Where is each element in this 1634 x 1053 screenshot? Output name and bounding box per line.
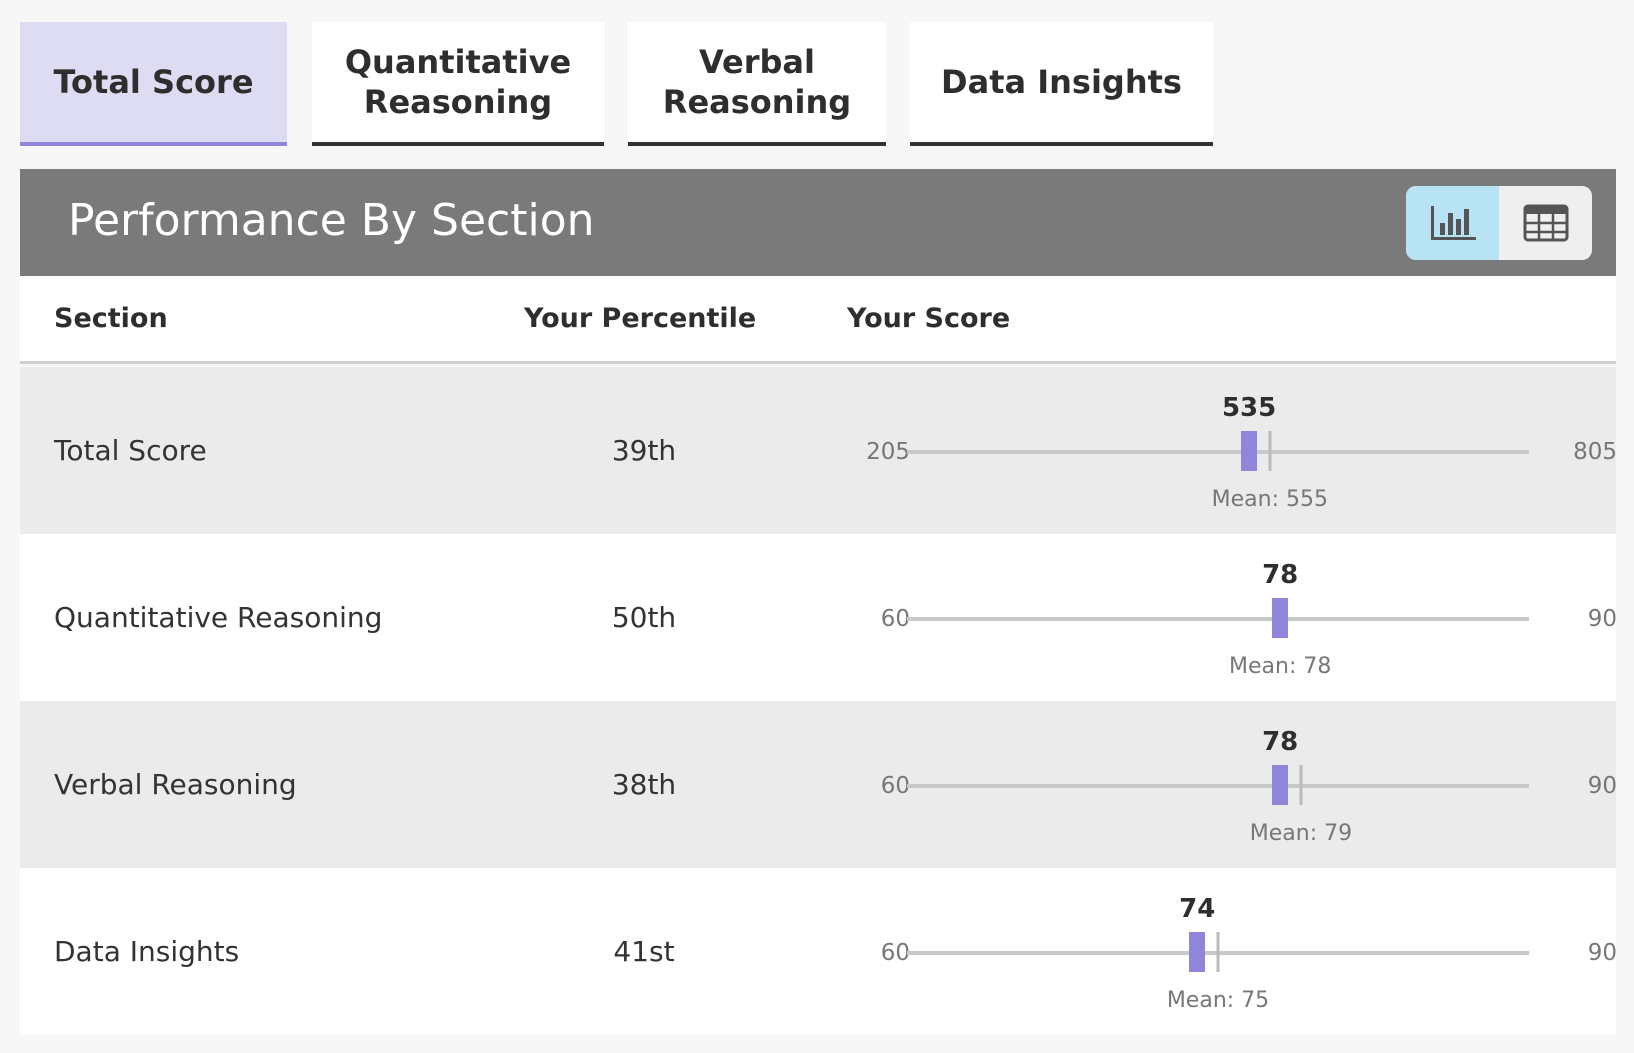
score-track: 535 Mean: 555: [907, 393, 1529, 512]
bar-chart-icon: [1430, 206, 1476, 240]
score-value: 78: [1262, 727, 1299, 757]
header-percentile: Your Percentile: [524, 303, 757, 334]
score-marker: [1189, 932, 1206, 972]
table-row: Data Insights 41st 60 74 Mean: 75 90: [20, 868, 1617, 1035]
score-marker: [1241, 431, 1258, 471]
mean-tick: [1216, 932, 1220, 972]
range-max: 90: [1587, 940, 1617, 966]
tab-total-score[interactable]: Total Score: [20, 22, 287, 146]
score-value: 535: [1221, 393, 1277, 423]
tab-verbal-reasoning[interactable]: Verbal Reasoning: [628, 22, 886, 146]
score-track: 74 Mean: 75: [907, 894, 1529, 1013]
row-section-name: Data Insights: [54, 935, 240, 968]
table-row: Quantitative Reasoning 50th 60 78 Mean: …: [20, 534, 1617, 701]
row-percentile: 41st: [613, 935, 675, 968]
tab-label: Total Score: [53, 63, 254, 101]
row-percentile: 38th: [611, 768, 677, 801]
mean-tick: [1268, 431, 1272, 471]
tab-label: Quantitative Reasoning: [344, 43, 572, 121]
score-marker: [1272, 765, 1289, 805]
header-score: Your Score: [847, 303, 1011, 334]
row-percentile: 50th: [611, 601, 677, 634]
mean-label: Mean: 79: [1249, 821, 1353, 846]
score-value: 78: [1262, 560, 1299, 590]
score-marker: [1272, 598, 1289, 638]
panel-header: Performance By Section: [20, 169, 1616, 276]
score-track: 78 Mean: 79: [907, 727, 1529, 846]
row-percentile: 39th: [611, 434, 677, 467]
range-min: 60: [880, 606, 910, 632]
mean-label: Mean: 555: [1211, 487, 1328, 512]
tab-label: Verbal Reasoning: [662, 43, 852, 121]
range-max: 90: [1587, 773, 1617, 799]
mean-tick: [1299, 765, 1303, 805]
mean-label: Mean: 75: [1166, 988, 1270, 1013]
table-row: Verbal Reasoning 38th 60 78 Mean: 79 90: [20, 701, 1617, 868]
tab-quantitative-reasoning[interactable]: Quantitative Reasoning: [312, 22, 604, 146]
panel-title: Performance By Section: [68, 195, 595, 246]
range-max: 90: [1587, 606, 1617, 632]
tab-label: Data Insights: [941, 63, 1182, 101]
range-min: 60: [880, 773, 910, 799]
row-section-name: Total Score: [54, 434, 207, 467]
tab-data-insights[interactable]: Data Insights: [910, 22, 1213, 146]
table-grid-icon: [1523, 204, 1568, 242]
chart-view-button[interactable]: [1406, 186, 1499, 260]
table-header: Section Your Percentile Your Score: [20, 276, 1616, 364]
table-view-button[interactable]: [1499, 186, 1592, 260]
row-section-name: Quantitative Reasoning: [54, 601, 383, 634]
mean-label: Mean: 78: [1229, 654, 1332, 679]
table-row: Total Score 39th 205 535 Mean: 555 805: [20, 367, 1617, 534]
header-section: Section: [54, 303, 168, 334]
view-toggle: [1406, 186, 1592, 260]
range-min: 205: [866, 439, 910, 465]
range-max: 805: [1573, 439, 1617, 465]
range-min: 60: [880, 940, 910, 966]
score-track: 78 Mean: 78: [907, 560, 1529, 679]
score-value: 74: [1179, 894, 1216, 924]
row-section-name: Verbal Reasoning: [54, 768, 297, 801]
